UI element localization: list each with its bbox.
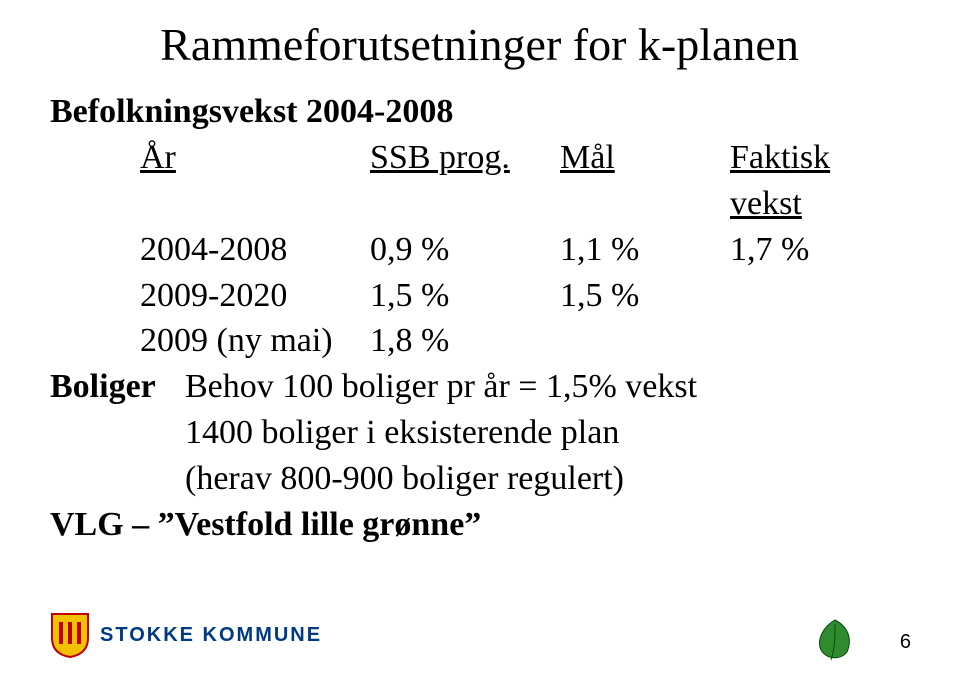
cell-faktisk [730,318,909,364]
crest-icon [50,612,90,658]
boliger-line2: 1400 boliger i eksisterende plan [185,410,909,456]
header-ssb: SSB prog. [370,135,560,227]
boliger-line3: (herav 800-900 boliger regulert) [185,456,909,502]
boliger-spacer [50,410,185,456]
table-row: 2004-2008 0,9 % 1,1 % 1,7 % [50,227,909,273]
header-maal: Mål [560,135,730,227]
boliger-label: Boliger [50,364,185,410]
slide: Rammeforutsetninger for k-planen Befolkn… [0,0,959,688]
cell-maal: 1,5 % [560,273,730,319]
boliger-row-1: Boliger Behov 100 boliger pr år = 1,5% v… [50,364,909,410]
table-row: 2009 (ny mai) 1,8 % [50,318,909,364]
footer-text: STOKKE KOMMUNE [100,624,322,647]
cell-faktisk [730,273,909,319]
vlg-line: VLG – ”Vestfold lille grønne” [50,502,909,548]
cell-year: 2009-2020 [140,273,370,319]
table-row: 2009-2020 1,5 % 1,5 % [50,273,909,319]
cell-ssb: 1,8 % [370,318,560,364]
cell-maal: 1,1 % [560,227,730,273]
boliger-line1: Behov 100 boliger pr år = 1,5% vekst [185,364,909,410]
cell-maal [560,318,730,364]
cell-faktisk: 1,7 % [730,227,909,273]
footer: STOKKE KOMMUNE [50,612,322,658]
table-header: År SSB prog. Mål Faktisk vekst [50,135,909,227]
boliger-row-2: 1400 boliger i eksisterende plan [50,410,909,456]
boliger-row-3: (herav 800-900 boliger regulert) [50,456,909,502]
content-block: Befolkningsvekst 2004-2008 År SSB prog. … [50,89,909,548]
leaf-icon [811,616,859,664]
boliger-spacer [50,456,185,502]
cell-ssb: 1,5 % [370,273,560,319]
cell-ssb: 0,9 % [370,227,560,273]
section-label-text: Befolkningsvekst 2004-2008 [50,89,453,135]
cell-year: 2009 (ny mai) [140,318,370,364]
page-number: 6 [900,631,911,654]
section-label-befolkningsvekst: Befolkningsvekst 2004-2008 [50,89,909,135]
vlg-text: VLG – ”Vestfold lille grønne” [50,502,481,548]
header-faktisk: Faktisk vekst [730,135,909,227]
page-title: Rammeforutsetninger for k-planen [50,18,909,71]
cell-year: 2004-2008 [140,227,370,273]
header-year: År [140,135,370,227]
